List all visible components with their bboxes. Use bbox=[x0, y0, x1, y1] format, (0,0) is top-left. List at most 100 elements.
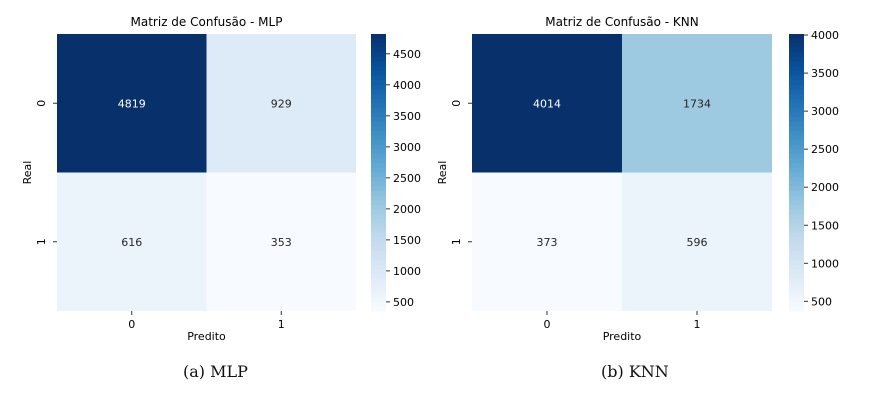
confusion-matrix-mlp: 4819 929 616 353 Matriz de Confusão - MLP 0 1 P… bbox=[21, 15, 421, 343]
y-tick-label-knn-0: 0 bbox=[450, 100, 463, 107]
colorbar-segment-knn-37 bbox=[789, 204, 804, 211]
colorbar-segment-mlp-1 bbox=[371, 38, 386, 44]
colorbar-segment-mlp-4 bbox=[371, 52, 386, 58]
colorbar-segment-knn-34 bbox=[789, 190, 804, 197]
colorbar-segment-mlp-51 bbox=[371, 269, 386, 275]
colorbar-segment-mlp-27 bbox=[371, 158, 386, 164]
colorbar-segment-mlp-23 bbox=[371, 140, 386, 146]
colorbar-segment-mlp-18 bbox=[371, 117, 386, 123]
cell-value-label-mlp-r1c0: 616 bbox=[121, 236, 142, 249]
colorbar-segment-knn-52 bbox=[789, 274, 804, 280]
colorbar-segment-mlp-36 bbox=[371, 200, 386, 206]
caption-knn: (b) KNN bbox=[601, 362, 669, 381]
colorbar-tick-label-mlp-7: 4000 bbox=[393, 79, 421, 92]
colorbar-segment-knn-53 bbox=[789, 278, 804, 284]
colorbar-segment-mlp-26 bbox=[371, 154, 386, 160]
colorbar-segment-knn-58 bbox=[789, 301, 804, 307]
colorbar-segment-knn-21 bbox=[789, 130, 804, 137]
y-axis-label-knn: Real bbox=[436, 161, 449, 185]
colorbar-segment-knn-26 bbox=[789, 154, 804, 160]
colorbar-segment-mlp-53 bbox=[371, 278, 386, 284]
colorbar-segment-knn-23 bbox=[789, 140, 804, 146]
colorbar-segment-knn-4 bbox=[789, 52, 804, 58]
colorbar-tick-label-knn-4: 2500 bbox=[811, 143, 839, 156]
colorbar-tick-label-knn-3: 2000 bbox=[811, 181, 839, 194]
colorbar-segment-mlp-44 bbox=[371, 237, 386, 243]
colorbar-segment-mlp-45 bbox=[371, 241, 386, 247]
colorbar-segment-mlp-43 bbox=[371, 232, 386, 238]
colorbar-segment-knn-6 bbox=[789, 61, 804, 67]
colorbar-segment-knn-24 bbox=[789, 144, 804, 151]
colorbar-segment-mlp-50 bbox=[371, 264, 386, 271]
colorbar-segment-knn-33 bbox=[789, 186, 804, 192]
colorbar-segment-knn-31 bbox=[789, 177, 804, 183]
cell-value-label-knn-r1c1: 596 bbox=[687, 236, 708, 249]
colorbar-segment-knn-38 bbox=[789, 209, 804, 215]
colorbar-segment-mlp-56 bbox=[371, 292, 386, 298]
colorbar-segment-mlp-46 bbox=[371, 246, 386, 252]
colorbar-segment-mlp-5 bbox=[371, 57, 386, 63]
heatmap-cell-knn-r0c0 bbox=[472, 34, 622, 173]
colorbar-segment-mlp-28 bbox=[371, 163, 386, 169]
heatmap-cell-mlp-r1c1 bbox=[206, 172, 356, 311]
colorbar-tick-label-mlp-6: 3500 bbox=[393, 110, 421, 123]
colorbar-segment-mlp-21 bbox=[371, 130, 386, 137]
colorbar-segment-mlp-55 bbox=[371, 287, 386, 294]
colorbar-segment-mlp-14 bbox=[371, 98, 386, 104]
colorbar-segment-mlp-59 bbox=[371, 306, 386, 312]
colorbar-segment-mlp-39 bbox=[371, 214, 386, 220]
colorbar-segment-knn-28 bbox=[789, 163, 804, 169]
colorbar-segment-mlp-58 bbox=[371, 301, 386, 307]
colorbar-mlp bbox=[371, 34, 386, 312]
colorbar-segment-knn-50 bbox=[789, 264, 804, 271]
colorbar-segment-knn-3 bbox=[789, 47, 804, 54]
colorbar-segment-knn-48 bbox=[789, 255, 804, 261]
x-tick-label-mlp-1: 1 bbox=[278, 318, 285, 331]
colorbar-segment-mlp-0 bbox=[371, 34, 386, 40]
colorbar-segment-knn-17 bbox=[789, 112, 804, 118]
colorbar-tick-label-knn-5: 3000 bbox=[811, 105, 839, 118]
x-tick-label-mlp-0: 0 bbox=[128, 318, 135, 331]
colorbar-tick-label-mlp-5: 3000 bbox=[393, 141, 421, 154]
colorbar-tick-label-knn-2: 1500 bbox=[811, 219, 839, 232]
colorbar-segment-knn-1 bbox=[789, 38, 804, 44]
colorbar-segment-mlp-40 bbox=[371, 218, 386, 224]
colorbar-segment-knn-43 bbox=[789, 232, 804, 238]
colorbar-segment-mlp-7 bbox=[371, 66, 386, 72]
colorbar-segment-mlp-12 bbox=[371, 89, 386, 95]
x-tick-label-knn-0: 0 bbox=[544, 318, 551, 331]
colorbar-segment-knn-59 bbox=[789, 306, 804, 312]
colorbar-segment-mlp-47 bbox=[371, 250, 386, 257]
colorbar-tick-label-mlp-4: 2500 bbox=[393, 172, 421, 185]
colorbar-segment-knn-2 bbox=[789, 43, 804, 49]
colorbar-segment-knn-15 bbox=[789, 103, 804, 109]
cell-value-label-mlp-r0c0: 4819 bbox=[118, 97, 146, 110]
cell-value-label-mlp-r1c1: 353 bbox=[271, 236, 292, 249]
colorbar-segment-knn-0 bbox=[789, 34, 804, 40]
colorbar-segment-mlp-30 bbox=[371, 172, 386, 178]
colorbar-segment-knn-32 bbox=[789, 181, 804, 187]
colorbar-segment-mlp-33 bbox=[371, 186, 386, 192]
colorbar-segment-knn-27 bbox=[789, 158, 804, 164]
y-tick-label-mlp-0: 0 bbox=[35, 100, 48, 107]
colorbar-segment-mlp-11 bbox=[371, 84, 386, 90]
colorbar-segment-knn-42 bbox=[789, 227, 804, 234]
colorbar-segment-mlp-16 bbox=[371, 107, 386, 114]
colorbar-segment-mlp-57 bbox=[371, 297, 386, 303]
colorbar-segment-mlp-20 bbox=[371, 126, 386, 132]
heatmap-cell-mlp-r0c1 bbox=[206, 34, 356, 173]
colorbar-segment-knn-51 bbox=[789, 269, 804, 275]
colorbar-tick-label-mlp-8: 4500 bbox=[393, 48, 421, 61]
colorbar-segment-knn-9 bbox=[789, 75, 804, 81]
colorbar-segment-mlp-17 bbox=[371, 112, 386, 118]
colorbar-segment-knn-57 bbox=[789, 297, 804, 303]
colorbar-segment-knn-44 bbox=[789, 237, 804, 243]
colorbar-segment-mlp-31 bbox=[371, 177, 386, 183]
colorbar-segment-mlp-37 bbox=[371, 204, 386, 211]
colorbar-segment-mlp-24 bbox=[371, 144, 386, 151]
colorbar-segment-knn-35 bbox=[789, 195, 804, 201]
colorbar-segment-knn-5 bbox=[789, 57, 804, 63]
colorbar-segment-knn-25 bbox=[789, 149, 804, 155]
colorbar-tick-label-knn-0: 500 bbox=[811, 295, 832, 308]
